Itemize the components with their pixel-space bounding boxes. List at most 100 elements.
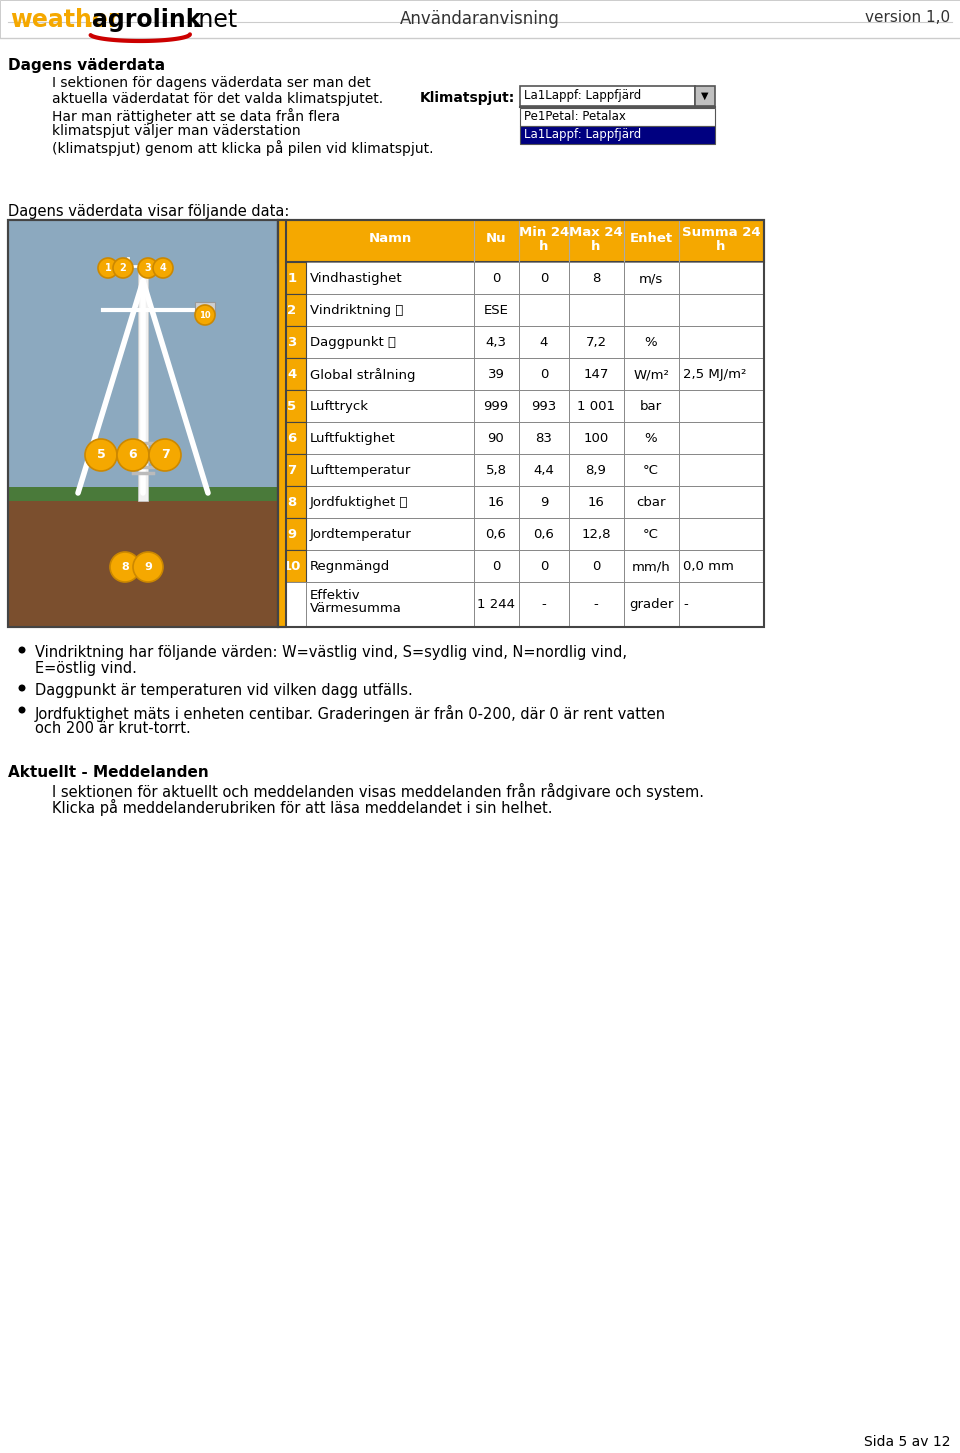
- Bar: [695, 86, 715, 106]
- Text: Användaranvisning: Användaranvisning: [400, 10, 560, 28]
- Bar: [278, 389, 306, 421]
- Text: version 1,0: version 1,0: [865, 10, 950, 25]
- Bar: [138, 264, 148, 501]
- Text: h: h: [591, 240, 601, 253]
- Text: Max 24: Max 24: [569, 227, 623, 238]
- Text: Dagens väderdata visar följande data:: Dagens väderdata visar följande data:: [8, 203, 289, 219]
- Circle shape: [153, 259, 173, 278]
- Bar: [278, 453, 306, 485]
- Text: 9: 9: [144, 562, 152, 572]
- Text: Effektiv: Effektiv: [310, 588, 361, 602]
- Text: 1 244: 1 244: [477, 599, 515, 612]
- Text: Klimatspjut:: Klimatspjut:: [420, 92, 516, 105]
- Text: (klimatspjut) genom att klicka på pilen vid klimatspjut.: (klimatspjut) genom att klicka på pilen …: [52, 139, 434, 155]
- Bar: [195, 302, 215, 315]
- Text: 7: 7: [287, 464, 297, 477]
- Text: 5: 5: [287, 400, 297, 413]
- Bar: [278, 485, 306, 519]
- Text: 5: 5: [97, 449, 106, 462]
- Text: 39: 39: [488, 368, 504, 381]
- Text: 0: 0: [540, 368, 548, 381]
- Text: bar: bar: [640, 400, 662, 413]
- Text: 5,8: 5,8: [486, 464, 507, 477]
- Text: Lufttemperatur: Lufttemperatur: [310, 464, 411, 477]
- Bar: [278, 219, 764, 262]
- Text: 0: 0: [492, 559, 500, 572]
- Circle shape: [85, 439, 117, 471]
- Text: 0,6: 0,6: [534, 527, 555, 541]
- Text: 3: 3: [287, 336, 297, 349]
- Text: 6: 6: [129, 449, 137, 462]
- Text: Summa 24: Summa 24: [682, 227, 760, 238]
- Text: Daggpunkt ⓘ: Daggpunkt ⓘ: [310, 336, 396, 349]
- Text: 12,8: 12,8: [581, 527, 611, 541]
- Text: agrolink: agrolink: [92, 9, 202, 32]
- Text: 4,4: 4,4: [534, 464, 555, 477]
- Text: La1Lappf: Lappfjärd: La1Lappf: Lappfjärd: [524, 128, 641, 141]
- Bar: [278, 583, 306, 628]
- Text: -: -: [593, 599, 598, 612]
- Text: Jordfuktighet ⓘ: Jordfuktighet ⓘ: [310, 495, 409, 509]
- Text: ESE: ESE: [484, 304, 509, 317]
- Bar: [278, 262, 764, 294]
- Text: Dagens väderdata: Dagens väderdata: [8, 58, 165, 73]
- Circle shape: [133, 552, 163, 583]
- Text: Sida 5 av 12: Sida 5 av 12: [863, 1436, 950, 1449]
- Text: -: -: [683, 599, 687, 612]
- Text: °C: °C: [643, 527, 659, 541]
- Text: 2: 2: [120, 263, 127, 273]
- Text: .: .: [85, 9, 94, 32]
- Bar: [0, 0, 960, 38]
- Bar: [278, 294, 764, 325]
- Text: W/m²: W/m²: [633, 368, 669, 381]
- Text: 0: 0: [540, 559, 548, 572]
- Text: 999: 999: [484, 400, 509, 413]
- Circle shape: [117, 439, 149, 471]
- Bar: [278, 294, 306, 325]
- Text: 0,0 mm: 0,0 mm: [683, 559, 733, 572]
- Text: I sektionen för aktuellt och meddelanden visas meddelanden från rådgivare och sy: I sektionen för aktuellt och meddelanden…: [52, 783, 704, 801]
- Bar: [278, 357, 306, 389]
- Text: 9: 9: [287, 527, 297, 541]
- Bar: [278, 453, 764, 485]
- Bar: [278, 519, 306, 551]
- Text: 4: 4: [287, 368, 297, 381]
- Text: Global strålning: Global strålning: [310, 368, 416, 382]
- Text: Luftfuktighet: Luftfuktighet: [310, 432, 396, 445]
- Text: 8: 8: [121, 562, 129, 572]
- Circle shape: [138, 259, 158, 278]
- Text: aktuella väderdatat för det valda klimatspjutet.: aktuella väderdatat för det valda klimat…: [52, 92, 383, 106]
- Bar: [278, 583, 764, 628]
- Bar: [8, 487, 278, 628]
- Text: Vindriktning ⓘ: Vindriktning ⓘ: [310, 304, 403, 317]
- Text: Klicka på meddelanderubriken för att läsa meddelandet i sin helhet.: Klicka på meddelanderubriken för att läs…: [52, 799, 553, 817]
- Text: 3: 3: [145, 263, 152, 273]
- Bar: [278, 325, 764, 357]
- Text: 16: 16: [488, 495, 504, 509]
- Text: Namn: Namn: [369, 232, 412, 246]
- Text: 10: 10: [199, 311, 211, 320]
- Text: weather: weather: [10, 9, 119, 32]
- Text: Vindhastighet: Vindhastighet: [310, 272, 402, 285]
- Text: ▼: ▼: [701, 92, 708, 102]
- Bar: [278, 357, 764, 389]
- Text: Pe1Petal: Petalax: Pe1Petal: Petalax: [524, 110, 626, 124]
- Text: Jordtemperatur: Jordtemperatur: [310, 527, 412, 541]
- Text: Enhet: Enhet: [630, 232, 673, 246]
- Circle shape: [18, 706, 26, 713]
- Text: °C: °C: [643, 464, 659, 477]
- Text: 7,2: 7,2: [586, 336, 607, 349]
- Text: 2,5 MJ/m²: 2,5 MJ/m²: [683, 368, 746, 381]
- Text: La1Lappf: Lappfjärd: La1Lappf: Lappfjärd: [524, 89, 641, 102]
- Bar: [278, 389, 764, 421]
- Text: 4: 4: [540, 336, 548, 349]
- Text: Jordfuktighet mäts i enheten centibar. Graderingen är från 0-200, där 0 är rent : Jordfuktighet mäts i enheten centibar. G…: [35, 705, 666, 722]
- Bar: [278, 519, 764, 551]
- Text: 0: 0: [540, 272, 548, 285]
- Text: 2: 2: [287, 304, 297, 317]
- Text: 90: 90: [488, 432, 504, 445]
- Text: 9: 9: [540, 495, 548, 509]
- Text: 6: 6: [287, 432, 297, 445]
- Circle shape: [110, 552, 140, 583]
- Circle shape: [18, 647, 26, 654]
